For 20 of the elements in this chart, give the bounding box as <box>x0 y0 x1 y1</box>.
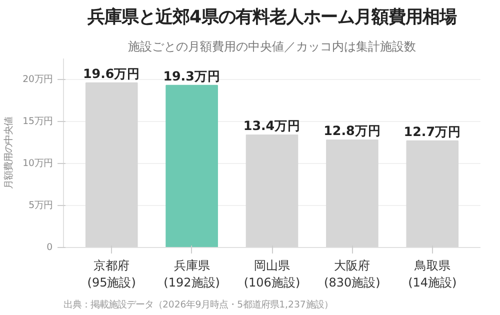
data-label: 13.4万円 <box>243 118 301 133</box>
y-tick-label: 10万円 <box>22 158 53 169</box>
y-tick-label: 0 <box>46 242 53 253</box>
x-tick-label: 大阪府 (830施設) <box>324 258 380 290</box>
data-label: 19.3万円 <box>163 68 220 84</box>
data-label: 19.6万円 <box>83 66 140 81</box>
chart-title: 兵庫県と近郊4県の有料老人ホーム月額費用相場 <box>86 8 457 28</box>
bar <box>166 84 218 248</box>
y-tick-label: 15万円 <box>22 116 53 127</box>
x-tick-label: 岡山県 (106施設) <box>244 258 300 290</box>
y-tick-label: 20万円 <box>22 74 53 85</box>
x-tick-label: 兵庫県 (192施設) <box>164 258 220 290</box>
chart-subtitle: 施設ごとの月額費用の中央値／カッコ内は集計施設数 <box>128 40 416 54</box>
source-note: 出典：掲載施設データ（2026年9月時点・5都道府県1,237施設） <box>64 300 333 310</box>
y-tick-label: 5万円 <box>28 200 53 211</box>
x-tick-label: 鳥取県 (14施設) <box>408 258 457 290</box>
y-axis-title: 月額費用の中央値 <box>4 117 15 189</box>
data-label: 12.8万円 <box>324 122 381 138</box>
data-label: 12.7万円 <box>404 124 462 139</box>
x-tick-label: 京都府 (95施設) <box>87 258 136 290</box>
